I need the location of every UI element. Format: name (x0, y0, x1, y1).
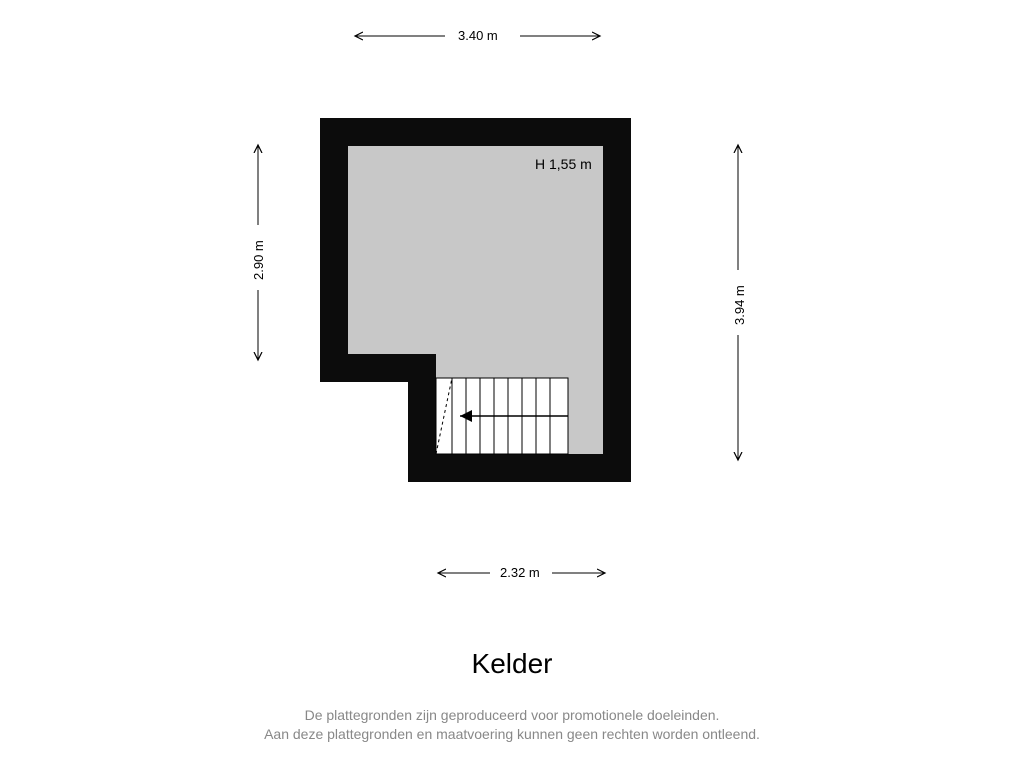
ceiling-height-label: H 1,55 m (535, 156, 592, 172)
disclaimer-line2: Aan deze plattegronden en maatvoering ku… (264, 726, 760, 742)
dim-bottom-label: 2.32 m (500, 565, 540, 580)
dim-left-label: 2.90 m (251, 240, 266, 280)
disclaimer: De plattegronden zijn geproduceerd voor … (0, 706, 1024, 744)
dim-right-label: 3.94 m (732, 285, 747, 325)
disclaimer-line1: De plattegronden zijn geproduceerd voor … (305, 707, 720, 723)
floorplan-canvas: 3.40 m 2.32 m 2.90 m 3.94 m H 1,55 m Kel… (0, 0, 1024, 768)
dim-top-label: 3.40 m (458, 28, 498, 43)
floorplan-title: Kelder (0, 648, 1024, 680)
